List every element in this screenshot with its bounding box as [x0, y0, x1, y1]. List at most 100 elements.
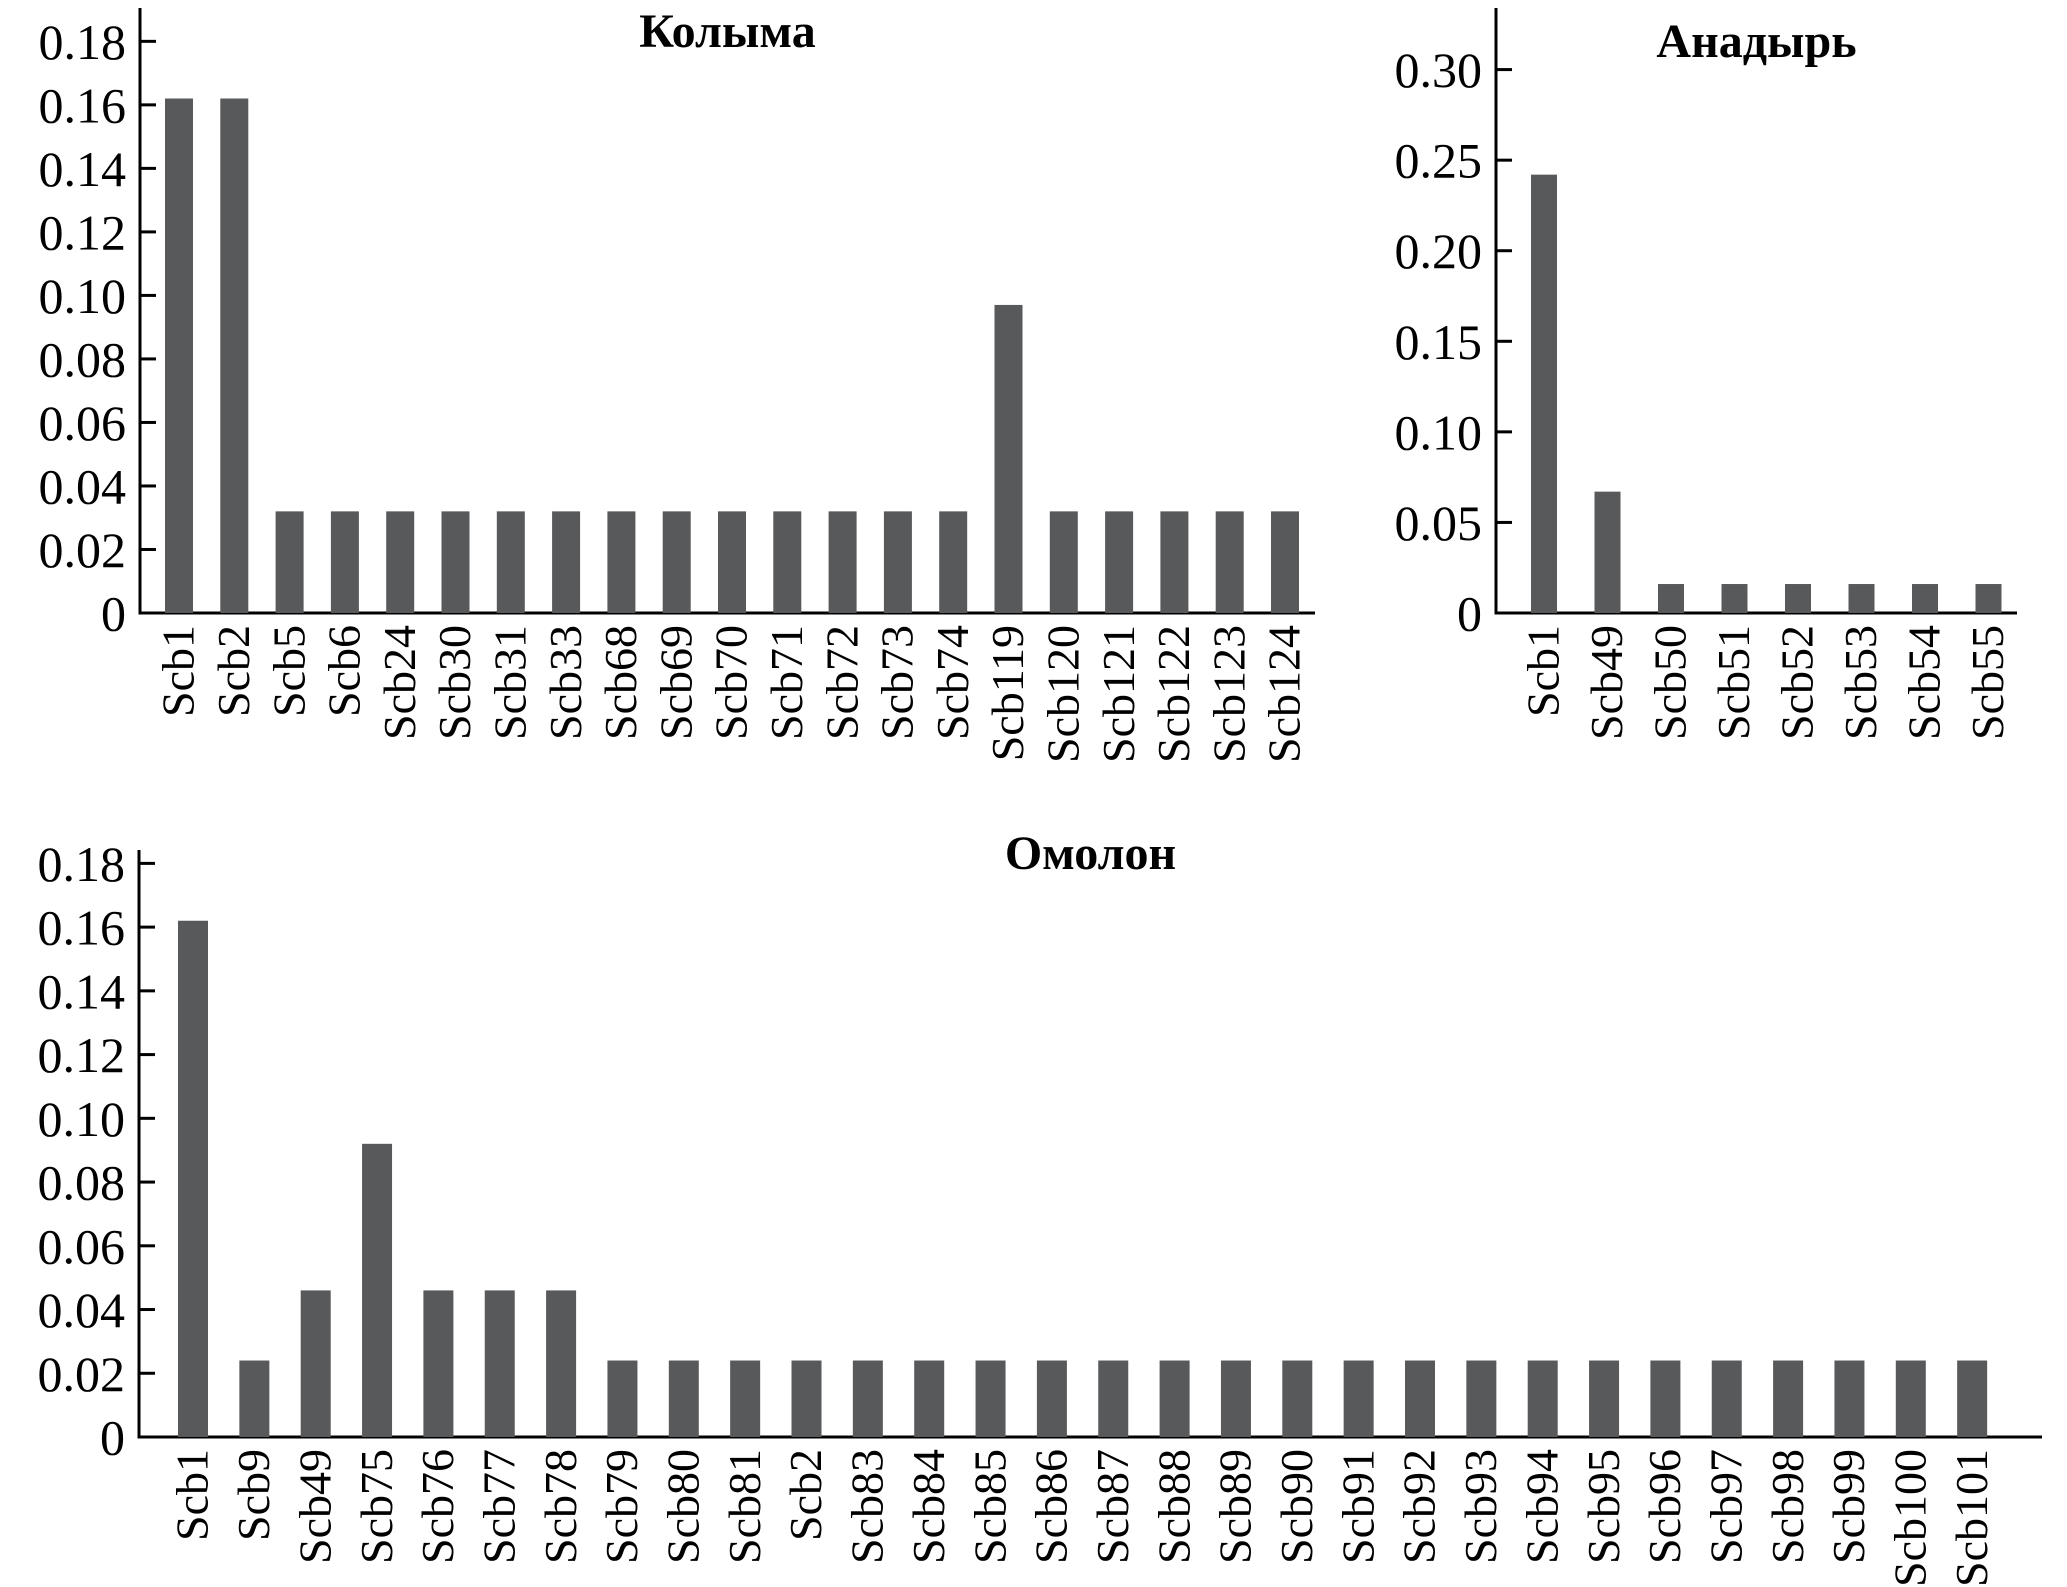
x-tick-label: Scb79: [596, 1449, 647, 1564]
x-tick-label: Scb68: [595, 625, 646, 740]
y-tick-label: 0.04: [38, 1282, 126, 1338]
x-tick-label: Scb87: [1087, 1449, 1138, 1564]
bar-scb1: [165, 98, 193, 613]
y-tick-label: 0.12: [38, 1027, 126, 1083]
bar-scb123: [1215, 511, 1244, 613]
x-tick-label: Scb100: [1885, 1449, 1936, 1587]
bar-scb91: [1343, 1360, 1374, 1437]
x-tick-label: Scb94: [1516, 1449, 1567, 1564]
x-tick-label: Scb88: [1148, 1449, 1199, 1564]
bar-scb1: [178, 920, 208, 1437]
bar-scb74: [939, 511, 968, 613]
y-tick-label: 0.25: [1395, 133, 1483, 189]
bar-scb49: [300, 1290, 331, 1437]
y-tick-label: 0.02: [38, 1346, 126, 1402]
x-tick-label: Scb84: [903, 1449, 954, 1564]
x-tick-label: Scb24: [374, 625, 425, 740]
bar-scb69: [662, 511, 691, 613]
x-tick-label: Scb9: [228, 1449, 279, 1541]
bar-scb90: [1282, 1360, 1313, 1437]
y-tick-label: 0: [101, 586, 126, 642]
x-tick-label: Scb95: [1578, 1449, 1629, 1564]
y-tick-label: 0.10: [38, 1091, 126, 1147]
bar-scb24: [386, 511, 415, 613]
bar-scb92: [1405, 1360, 1435, 1437]
chart-omolon: Омолон 0 0.02 0.04 0.06 0.08 0.10 0.12 0.14 0.16…: [0, 820, 2067, 1587]
bar-scb101: [1957, 1360, 1988, 1437]
bar-scb86: [1036, 1360, 1067, 1437]
y-tick-label: 0.30: [1395, 42, 1483, 98]
x-tick-label: Scb52: [1772, 625, 1823, 740]
y-tick-label: 0: [1457, 586, 1482, 642]
x-tick-label: Scb86: [1026, 1449, 1077, 1564]
y-tick-label: 0.10: [39, 268, 127, 324]
y-tick-label: 0.16: [38, 900, 126, 956]
bar-scb49: [1594, 491, 1621, 613]
x-tick-label: Scb81: [719, 1449, 770, 1564]
y-tick-label: 0.14: [39, 141, 127, 197]
x-tick-label: Scb98: [1762, 1449, 1813, 1564]
bar-scb31: [496, 511, 525, 613]
x-tick-label: Scb55: [1962, 625, 2013, 740]
x-tick-label: Scb89: [1210, 1449, 1261, 1564]
x-tick-label: Scb119: [982, 625, 1033, 761]
x-tick-label: Scb96: [1639, 1449, 1690, 1564]
bar-scb80: [668, 1360, 699, 1437]
y-tick-label: 0.14: [38, 963, 126, 1019]
chart-title-omolon: Омолон: [1004, 827, 1177, 880]
x-tick-label: Scb78: [535, 1449, 586, 1564]
x-tick-label: Scb85: [964, 1449, 1015, 1564]
x-tick-label: Scb1: [1518, 625, 1569, 717]
bar-scb5: [275, 511, 304, 613]
bar-scb72: [828, 511, 857, 613]
bar-scb124: [1271, 511, 1299, 613]
x-tick-label: Scb5: [263, 625, 314, 717]
y-tick-label: 0.04: [39, 458, 127, 514]
x-tick-label: Scb123: [1203, 625, 1254, 763]
bar-scb95: [1589, 1360, 1620, 1437]
bar-scb70: [718, 511, 746, 613]
x-tick-label: Scb99: [1823, 1449, 1874, 1564]
x-tick-label: Scb1: [153, 625, 204, 717]
x-tick-label: Scb71: [761, 625, 812, 740]
bar-scb99: [1834, 1360, 1865, 1437]
bar-scb98: [1773, 1360, 1804, 1437]
bar-scb84: [914, 1360, 945, 1437]
bar-scb2: [791, 1360, 822, 1437]
bar-scb53: [1848, 584, 1875, 613]
bar-scb122: [1160, 511, 1189, 613]
y-tick-label: 0.12: [39, 204, 127, 260]
bar-scb88: [1159, 1360, 1190, 1437]
bar-scb77: [484, 1290, 515, 1437]
bar-scb50: [1658, 584, 1684, 613]
y-tick-label: 0.15: [1395, 314, 1483, 370]
y-tick-label: 0.16: [39, 77, 127, 133]
omolon-plot: 0 0.02 0.04 0.06 0.08 0.10 0.12 0.14 0.16 0.18 Scb…: [38, 836, 2042, 1587]
x-tick-label: Scb31: [485, 625, 536, 740]
x-tick-label: Scb101: [1946, 1449, 1997, 1587]
bar-scb120: [1049, 511, 1078, 613]
y-tick-label: 0.05: [1395, 495, 1483, 551]
y-tick-label: 0.02: [39, 522, 127, 578]
bar-scb78: [546, 1290, 577, 1437]
x-tick-label: Scb92: [1394, 1449, 1445, 1564]
x-tick-label: Scb70: [706, 625, 757, 740]
x-tick-label: Scb122: [1148, 625, 1199, 763]
bar-scb51: [1721, 584, 1748, 613]
bar-scb94: [1527, 1360, 1558, 1437]
bar-scb33: [552, 511, 581, 613]
bar-scb9: [239, 1360, 270, 1437]
x-tick-label: Scb69: [650, 625, 701, 740]
y-tick-label: 0.10: [1395, 404, 1483, 460]
x-tick-label: Scb49: [1581, 625, 1632, 740]
kolyma-plot: 0 0.02 0.04 0.06 0.08 0.10 0.12 0.14 0.16 0.18 Scb…: [39, 8, 1315, 763]
bar-scb54: [1912, 584, 1938, 613]
chart-kolyma: Колыма 0 0.02 0.04 0.06 0.08 0.10 0.12 0.14 0.16…: [0, 0, 1330, 810]
bar-scb1: [1531, 174, 1557, 613]
x-tick-label: Scb72: [816, 625, 867, 740]
x-tick-label: Scb53: [1835, 625, 1886, 740]
x-tick-label: Scb75: [351, 1449, 402, 1564]
x-tick-label: Scb80: [658, 1449, 709, 1564]
x-tick-label: Scb54: [1899, 625, 1950, 740]
